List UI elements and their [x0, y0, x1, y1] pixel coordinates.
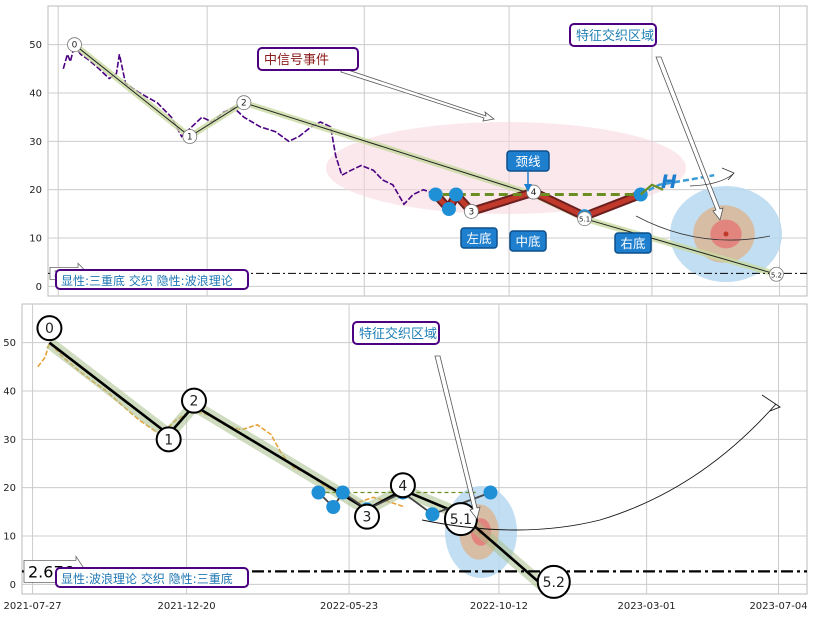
x-tick-label: 2022-05-23	[320, 601, 378, 612]
y-tick-label: 0	[36, 282, 42, 293]
wave-marker	[768, 266, 784, 282]
middle-bottom-label: 中底	[515, 234, 540, 249]
wave-label: 5.2	[543, 575, 565, 591]
wave-marker	[463, 204, 479, 219]
wave-label: 2	[241, 99, 247, 109]
pattern-point	[449, 187, 464, 202]
y-tick-label: 10	[3, 532, 16, 543]
wave-label: 1	[187, 133, 193, 143]
legend-box	[55, 269, 249, 290]
pattern-point	[428, 187, 443, 202]
wave-marker	[389, 472, 416, 499]
signal-label-box	[257, 47, 359, 71]
projection-arrowhead	[721, 167, 735, 181]
projection-arrowhead	[761, 394, 781, 412]
pattern-point	[483, 485, 498, 500]
wave-marker	[182, 129, 198, 144]
x-tick-label: 2021-12-20	[158, 601, 216, 612]
h-label: H	[661, 171, 677, 193]
projection-curve-2	[689, 173, 734, 187]
feature-zone-arrow	[655, 56, 724, 221]
feature-zone-label: 特征交织区域	[576, 28, 654, 44]
left-bottom-label-box	[460, 227, 498, 249]
y-tick-label: 50	[3, 338, 16, 349]
wave-marker	[236, 95, 252, 111]
target-path	[640, 173, 715, 196]
plot-frame	[21, 303, 808, 595]
x-tick-label: 2022-10-12	[470, 601, 528, 612]
pattern-point	[335, 485, 350, 500]
projection-curve	[635, 215, 771, 241]
wave-label: 4	[531, 188, 537, 198]
wave-line	[74, 44, 777, 275]
x-tick-label: 2023-07-04	[749, 601, 807, 612]
x-tick-label: 2023-03-01	[618, 601, 676, 612]
pattern-point	[441, 202, 456, 216]
feature-zone-label-box	[569, 23, 657, 47]
wave-label: 3	[468, 207, 474, 217]
signal-label: 中信号事件	[264, 53, 329, 68]
wave-label: 5.1	[579, 216, 590, 224]
projection-curve	[421, 403, 777, 531]
wave-marker	[155, 426, 182, 453]
wave-label: 5.2	[771, 271, 782, 279]
legend-box	[55, 567, 249, 588]
y-tick-label: 20	[3, 483, 16, 494]
right-bottom-label-box	[614, 232, 652, 254]
left-bottom-label: 左底	[466, 231, 491, 246]
y-tick-label: 40	[29, 89, 42, 100]
legend-text: 显性:波浪理论 交织 隐性:三重底	[61, 571, 233, 586]
wave-marker	[36, 315, 63, 342]
pattern-point	[326, 500, 341, 514]
wave-marker	[180, 387, 207, 414]
y-tick-label: 10	[29, 234, 42, 245]
wave-label: 0	[45, 321, 54, 337]
wave-marker	[577, 211, 593, 227]
feature-zone-center	[723, 231, 729, 237]
x-tick-label: 2021-07-27	[3, 601, 61, 612]
feature-zone-arrow	[434, 355, 481, 520]
y-tick-label: 30	[29, 137, 42, 148]
y-tick-label: 20	[29, 185, 42, 196]
wave-label: 5.1	[450, 512, 472, 528]
pattern-point	[425, 507, 440, 522]
signal-region	[326, 122, 686, 214]
legend-text: 显性:三重底 交织 隐性:波浪理论	[61, 273, 233, 288]
wave-marker	[536, 564, 571, 599]
middle-bottom-label-box	[509, 230, 547, 252]
feature-zone-label: 特征交织区域	[359, 326, 437, 342]
neckline-pointer-head	[524, 184, 532, 192]
neckline-label: 颈线	[515, 154, 541, 169]
wave-marker	[526, 184, 541, 200]
y-tick-label: 30	[3, 435, 16, 446]
y-tick-label: 0	[10, 580, 16, 591]
pattern-point	[311, 485, 326, 500]
target-hook	[639, 183, 664, 196]
right-bottom-label: 右底	[620, 236, 645, 251]
wave-label: 3	[363, 510, 372, 526]
feature-zone-label-box	[352, 321, 440, 345]
wave-marker	[67, 37, 82, 53]
y-tick-label: 40	[3, 387, 16, 398]
wave-label: 1	[164, 432, 173, 448]
wave-marker	[354, 503, 381, 530]
wave-label: 4	[398, 478, 407, 494]
wave-label: 0	[72, 41, 78, 51]
signal-arrow	[340, 67, 495, 122]
y-tick-label: 50	[29, 40, 42, 51]
wave-label: 2	[190, 394, 199, 410]
